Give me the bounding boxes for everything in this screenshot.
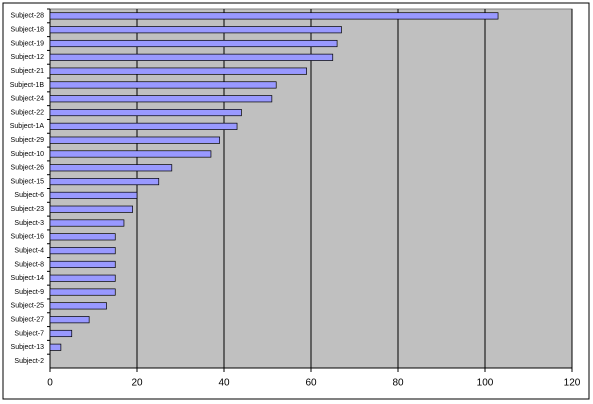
y-tick-label: Subject-3	[14, 220, 44, 227]
y-tick-label: Subject-4	[14, 247, 44, 254]
bar	[49, 26, 342, 34]
y-tick-label: Subject-24	[11, 96, 45, 103]
y-tick-label: Subject-21	[11, 68, 45, 75]
y-tick-label: Subject-10	[11, 151, 45, 158]
y-tick-label: Subject-25	[11, 303, 45, 310]
x-tick-label: 120	[564, 378, 581, 389]
y-tick-label: Subject-28	[11, 13, 45, 20]
x-tick-label: 80	[392, 378, 404, 389]
bar	[49, 122, 238, 130]
bar	[49, 67, 307, 75]
y-tick-label: Subject-6	[14, 192, 44, 199]
bar	[49, 39, 338, 48]
x-tick-label: 40	[218, 378, 230, 389]
bar	[49, 81, 277, 89]
bar	[49, 164, 173, 172]
bar	[49, 205, 134, 213]
x-tick-label: 0	[47, 378, 53, 389]
x-tick-label: 60	[305, 378, 317, 389]
y-tick-label: Subject-7	[14, 330, 44, 337]
x-tick-label: 20	[131, 378, 143, 389]
y-tick-label: Subject-29	[11, 137, 45, 144]
y-tick-label: Subject-13	[11, 344, 45, 351]
y-tick-label: Subject-23	[11, 206, 45, 213]
bar	[49, 316, 90, 324]
bar	[49, 178, 160, 186]
y-tick-label: Subject-22	[11, 109, 45, 116]
y-tick-label: Subject-16	[11, 234, 45, 241]
bar	[49, 329, 73, 338]
y-tick-label: Subject-15	[11, 178, 45, 185]
bar	[49, 343, 62, 351]
bar	[49, 109, 242, 117]
y-tick-label: Subject-12	[11, 54, 45, 61]
bar	[49, 274, 116, 282]
y-tick-label: Subject-1A	[10, 123, 45, 130]
y-tick-label: Subject-1B	[10, 82, 45, 89]
bar	[49, 288, 116, 296]
bar	[49, 150, 212, 158]
bar	[49, 95, 273, 103]
y-tick-label: Subject-18	[11, 27, 45, 34]
y-tick-label: Subject-19	[11, 40, 45, 47]
y-tick-label: Subject-2	[14, 358, 44, 365]
bar	[49, 191, 138, 199]
bar	[49, 260, 116, 268]
bar	[49, 53, 334, 61]
bar	[49, 12, 499, 20]
y-tick-label: Subject-8	[14, 261, 44, 268]
bar	[49, 219, 125, 227]
y-tick-label: Subject-14	[11, 275, 45, 282]
y-tick-label: Subject-27	[11, 317, 45, 324]
bar	[49, 302, 107, 310]
y-tick-label: Subject-9	[14, 289, 44, 296]
y-tick-label: Subject-26	[11, 165, 45, 172]
bar	[49, 233, 116, 241]
x-tick-label: 100	[477, 378, 494, 389]
bar	[49, 136, 220, 144]
bar	[49, 247, 116, 255]
